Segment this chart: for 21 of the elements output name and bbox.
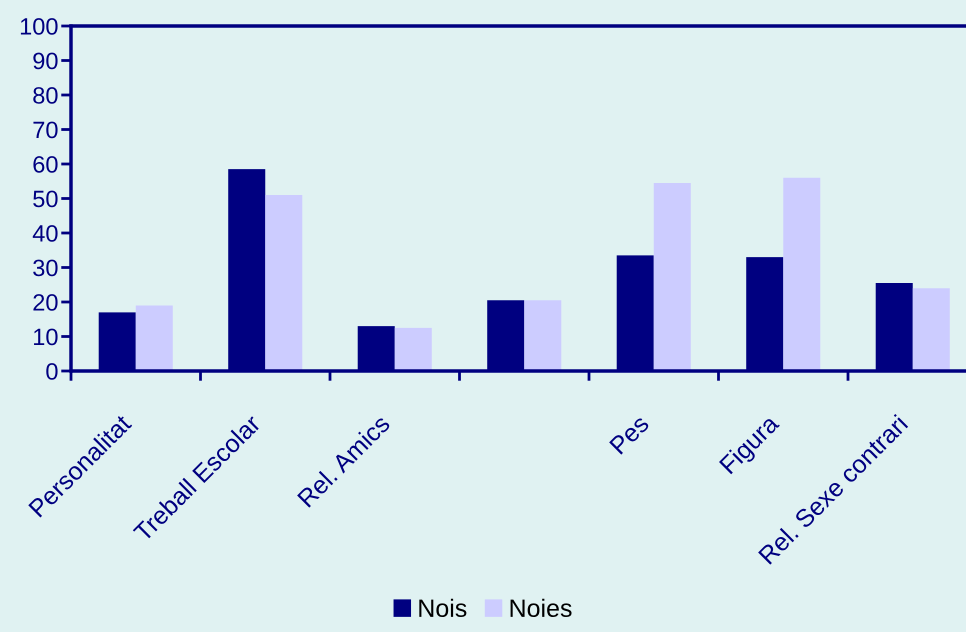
bar	[265, 195, 302, 371]
bar	[394, 328, 432, 371]
bar	[524, 300, 562, 371]
y-tick-label: 20	[33, 294, 58, 311]
y-tick-label: 30	[33, 260, 58, 276]
y-tick-label: 0	[46, 363, 58, 380]
y-tick-label: 40	[32, 225, 58, 242]
y-tick-label: 60	[33, 156, 58, 173]
y-tick-label: 100	[20, 18, 58, 35]
bar	[654, 182, 691, 371]
y-tick-label: 50	[33, 190, 58, 208]
y-tick-label: 80	[33, 87, 58, 104]
y-tick-label: 90	[33, 52, 58, 70]
bar	[783, 178, 820, 371]
x-tick-label: Pes	[609, 414, 650, 455]
bar	[912, 288, 950, 371]
legend-label: Nois	[419, 598, 466, 618]
y-tick-label: 70	[33, 122, 58, 138]
legend-label: Noies	[510, 598, 572, 618]
bar	[136, 305, 173, 371]
y-tick-label: 10	[34, 328, 58, 346]
